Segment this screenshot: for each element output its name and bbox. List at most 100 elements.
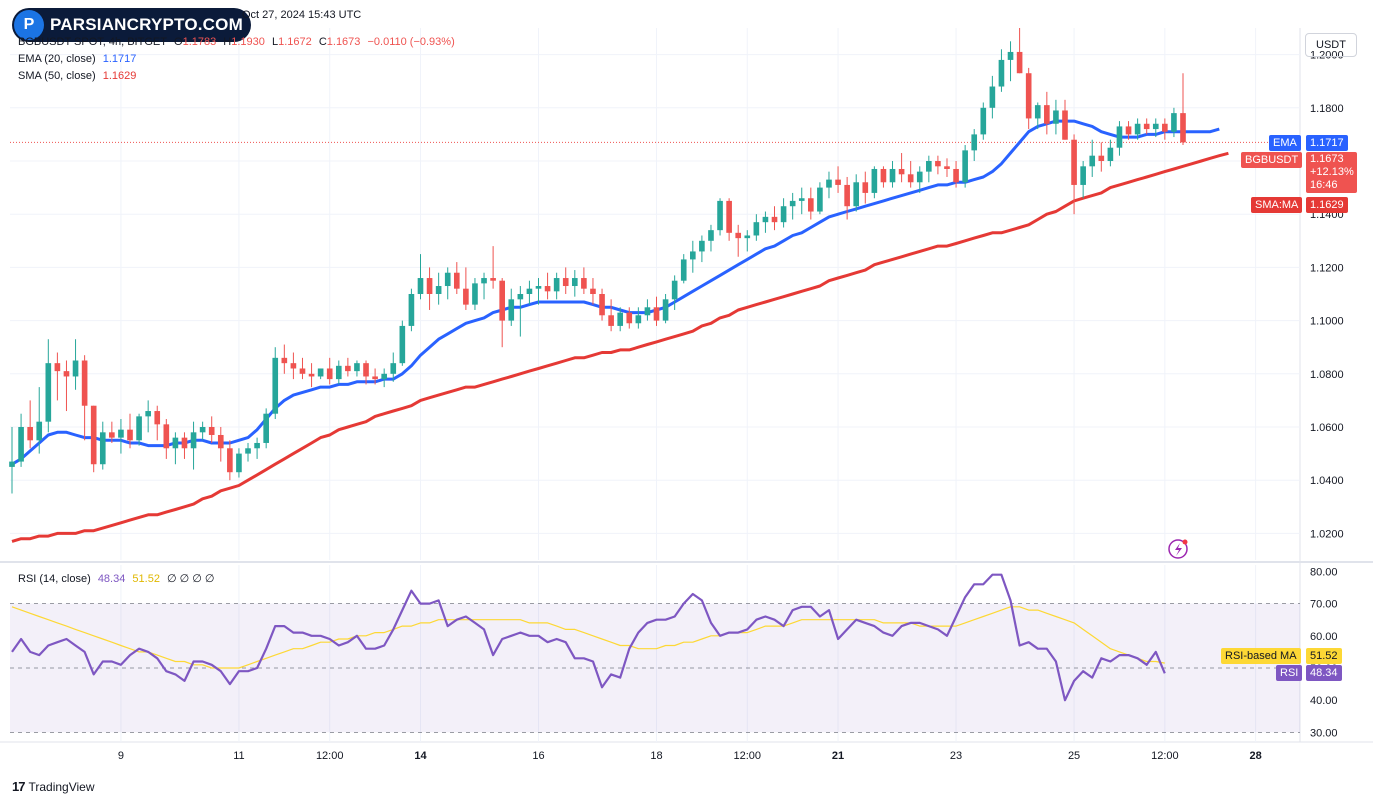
price-badge-countdown: 16:46 <box>1310 179 1338 191</box>
price-tick-label: 1.0400 <box>1310 475 1344 487</box>
currency-unit-button[interactable]: USDT <box>1305 33 1357 57</box>
candle-up <box>335 365 342 380</box>
candle-down <box>1162 123 1168 132</box>
candle-down <box>599 294 605 316</box>
tradingview-brand[interactable]: 17 TradingView <box>12 779 95 794</box>
price-tick-label: 1.1000 <box>1310 316 1344 328</box>
candle-up <box>254 442 260 449</box>
candle-down <box>372 376 378 380</box>
candle-down <box>590 288 596 294</box>
price-tick-label: 1.1200 <box>1310 262 1344 274</box>
candle-down <box>453 272 460 289</box>
candle-up <box>998 59 1005 87</box>
rsi-legend-label: RSI (14, close) <box>18 573 91 585</box>
candle-up <box>263 413 269 443</box>
candle-up <box>354 363 360 372</box>
candle-up <box>789 200 796 207</box>
candle-up <box>1134 123 1141 135</box>
rsi-tick-label: 80.00 <box>1310 566 1338 578</box>
ema-20-line <box>11 119 1220 466</box>
time-tick-label: 11 <box>233 750 244 762</box>
candle-down <box>1044 105 1050 124</box>
time-tick-label: 12:00 <box>734 750 762 762</box>
candle-down <box>608 315 614 326</box>
rsi-ma-line <box>11 606 1165 669</box>
close-value: 1.1673 <box>326 36 361 48</box>
candle-down <box>1180 113 1186 143</box>
price-tick-label: 1.1800 <box>1310 103 1344 115</box>
candle-down <box>581 278 587 289</box>
rsi-ma-badge-value: 51.52 <box>1306 648 1342 664</box>
time-tick-label: 23 <box>950 750 962 762</box>
candle-down <box>127 429 133 441</box>
candle-down <box>281 357 288 364</box>
candle-up <box>571 278 578 287</box>
sma-badge-value: 1.1629 <box>1306 197 1348 213</box>
rsi-badge-value: 48.34 <box>1306 665 1342 681</box>
candle-down <box>862 182 869 193</box>
candle-down <box>1025 73 1032 119</box>
candle-up <box>199 427 206 433</box>
candle-down <box>163 424 170 449</box>
rsi-legend[interactable]: RSI (14, close) 48.34 51.52 ∅ ∅ ∅ ∅ <box>18 572 219 585</box>
candle-up <box>18 427 24 462</box>
candle-up <box>245 448 251 454</box>
ohlc-legend[interactable]: BGBUSDT SPOT, 4h, BITGET O1.1783 H1.1930… <box>18 36 459 48</box>
candle-down <box>90 405 97 465</box>
price-badge-change: +12.13% <box>1310 166 1354 178</box>
lightning-icon <box>1168 539 1188 559</box>
candle-up <box>689 251 696 260</box>
published-timestamp: Oct 27, 2024 15:43 UTC <box>242 9 362 21</box>
candle-down <box>653 307 660 321</box>
candle-up <box>644 307 651 316</box>
candle-up <box>989 86 996 108</box>
candle-up <box>926 161 932 172</box>
candle-up <box>172 437 179 449</box>
sma-50-line <box>11 151 1229 543</box>
ema-legend[interactable]: EMA (20, close) 1.1717 <box>18 53 140 65</box>
change-value: −0.0110 (−0.93%) <box>367 36 455 48</box>
candle-up <box>390 363 397 374</box>
candle-up <box>1107 147 1114 161</box>
notification-dot <box>1182 539 1188 545</box>
candle-down <box>771 216 778 223</box>
ema-badge-name: EMA <box>1269 135 1301 151</box>
candle-down <box>726 200 732 233</box>
candle-up <box>9 461 15 467</box>
time-tick-label: 9 <box>118 750 124 762</box>
candle-up <box>1053 110 1059 124</box>
candle-down <box>63 371 70 377</box>
candle-up <box>408 294 415 326</box>
candle-up <box>1171 113 1177 132</box>
open-label: O <box>174 36 183 48</box>
candle-up <box>381 373 387 380</box>
candle-down <box>463 288 469 305</box>
candle-up <box>99 432 106 465</box>
close-label: C <box>318 36 327 48</box>
low-label: L <box>271 36 279 48</box>
candle-down <box>808 198 814 212</box>
candle-up <box>699 240 705 252</box>
time-tick-label: 16 <box>532 750 544 762</box>
candle-down <box>935 161 941 167</box>
candle-down <box>181 437 188 449</box>
candle-down <box>835 179 841 185</box>
candle-down <box>1125 126 1132 135</box>
time-tick-label: 12:00 <box>316 750 344 762</box>
candle-up <box>708 230 714 241</box>
candle-up <box>980 107 987 135</box>
high-label: H <box>223 36 232 48</box>
candle-up <box>780 206 787 223</box>
time-tick-label: 18 <box>650 750 662 762</box>
tradingview-logo-icon: 17 <box>12 779 26 794</box>
ema-legend-label: EMA (20, close) <box>18 53 96 65</box>
candle-up <box>717 200 723 231</box>
candle-up <box>635 315 642 324</box>
candle-up <box>798 198 805 201</box>
sma-legend[interactable]: SMA (50, close) 1.1629 <box>18 70 140 82</box>
candle-up <box>871 168 878 193</box>
candle-down <box>844 184 850 207</box>
candle-up <box>72 360 79 377</box>
candle-down <box>363 363 369 377</box>
